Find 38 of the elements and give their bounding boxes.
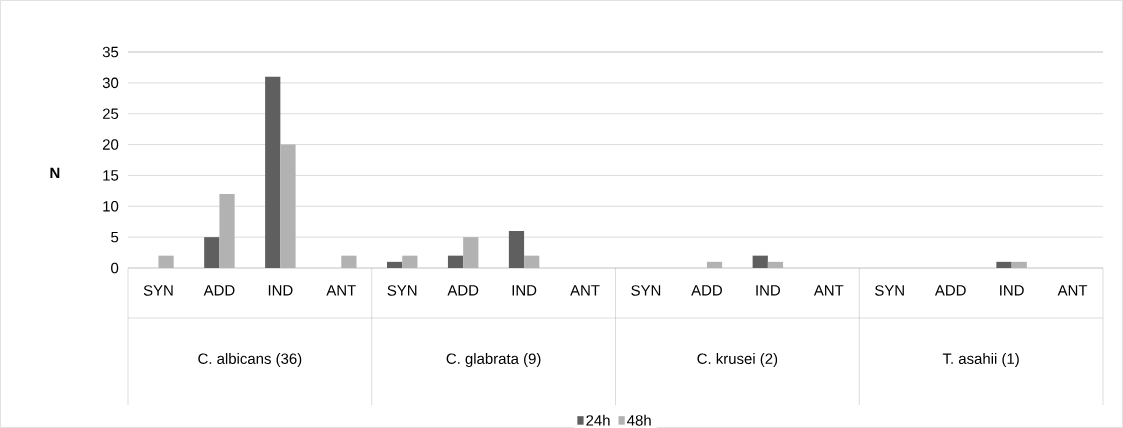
x-tick-label: SYN — [143, 285, 173, 296]
y-tick-label: 25 — [102, 108, 119, 119]
x-tick-label: ADD — [934, 285, 966, 296]
text: C. glabrata (9) — [446, 353, 541, 367]
legend-label: 48h — [627, 414, 651, 426]
x-tick-label: IND — [268, 285, 293, 296]
bar — [204, 237, 220, 268]
y-tick-label: 20 — [102, 139, 119, 150]
x-tick-label: SYN — [875, 285, 904, 296]
x-tick-label: SYN — [387, 285, 417, 296]
x-tick-label: SYN — [631, 285, 661, 296]
bar — [447, 255, 464, 268]
x-tick-label: ANT — [570, 285, 600, 296]
x-tick-label: IND — [756, 285, 781, 296]
bar — [386, 261, 403, 268]
y-tick-label: 0 — [111, 262, 119, 274]
bar — [265, 76, 281, 268]
y-tick-label: 35 — [102, 46, 119, 58]
y-tick-label: 10 — [103, 200, 119, 212]
x-tick-label: ANT — [1057, 285, 1088, 296]
x-tick-label: ADD — [447, 285, 479, 296]
bar — [508, 230, 525, 268]
y-tick-label: 30 — [102, 77, 119, 89]
x-tick-label: ANT — [326, 285, 356, 296]
x-tick-label: ANT — [813, 285, 844, 296]
x-tick-label: IND — [1000, 285, 1024, 296]
bar — [996, 261, 1012, 268]
legend-label: 24h — [586, 414, 610, 426]
x-tick-label: ADD — [203, 285, 235, 296]
text: C. albicans (36) — [198, 353, 302, 367]
bar — [752, 255, 768, 268]
text: C. krusei (2) — [697, 353, 778, 367]
x-tick-label: ADD — [691, 285, 722, 296]
y-axis-title: N — [50, 167, 60, 179]
text: T. asahii (1) — [942, 353, 1019, 367]
y-tick-label: 15 — [103, 170, 119, 181]
y-tick-label: 5 — [111, 231, 119, 243]
x-tick-label: IND — [512, 285, 537, 296]
